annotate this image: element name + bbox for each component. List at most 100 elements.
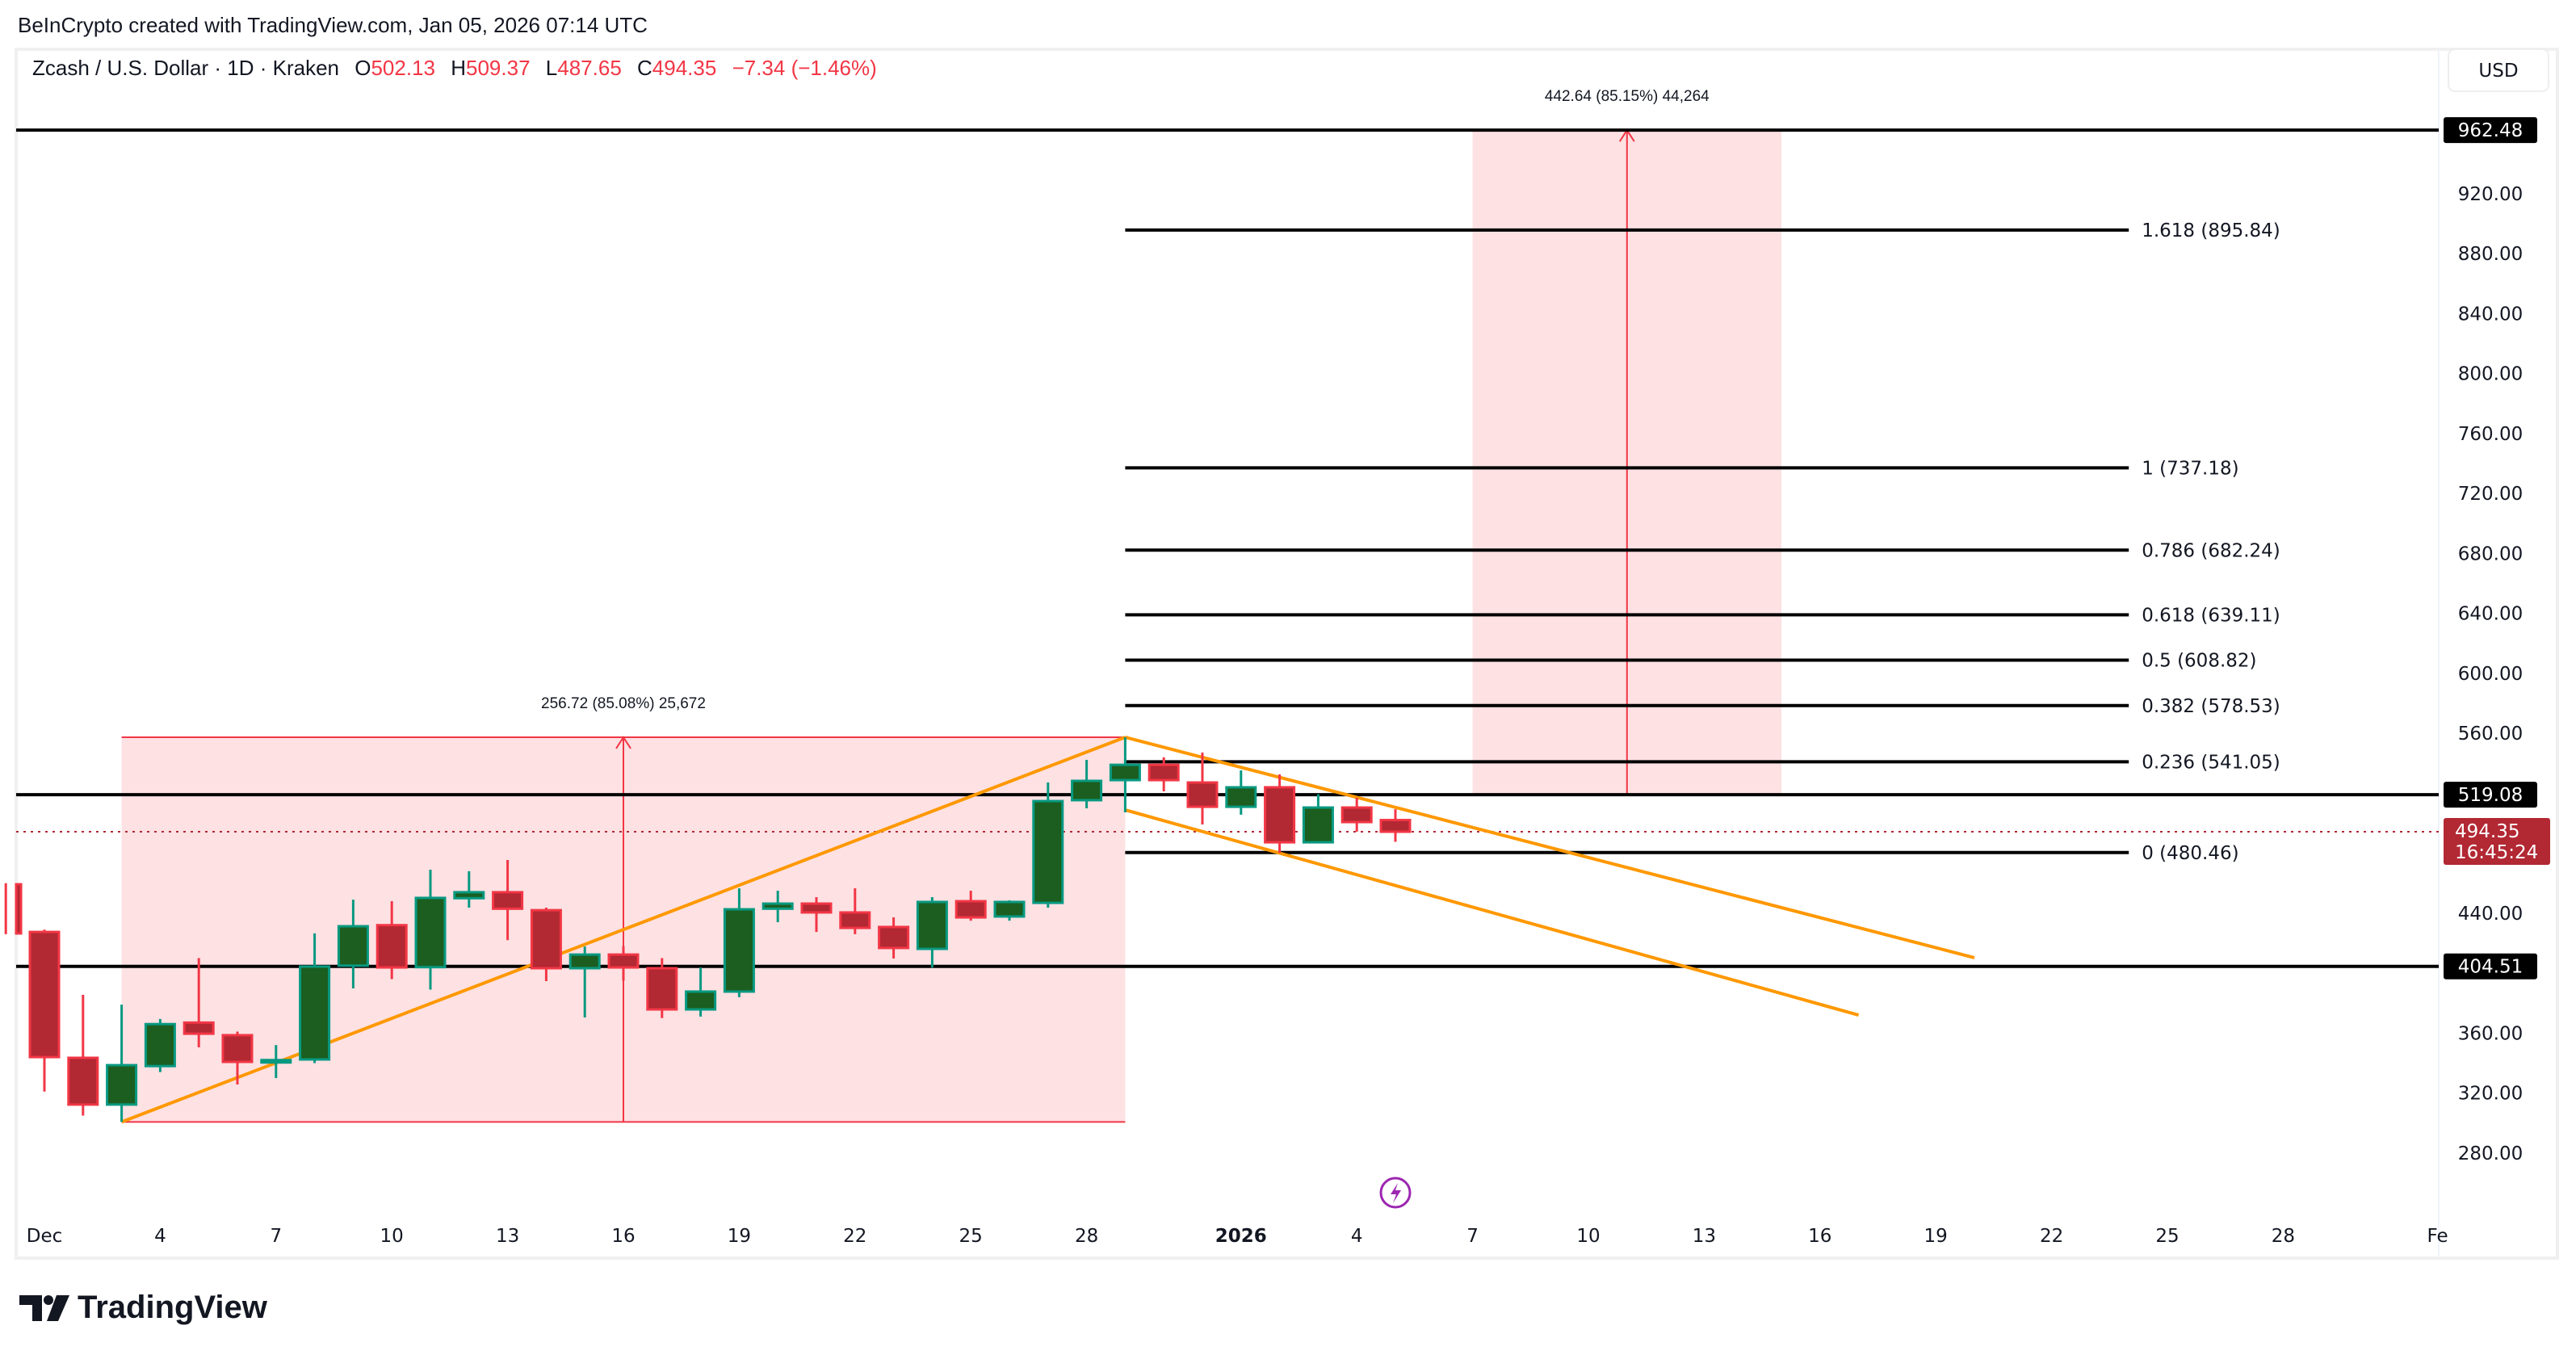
candle-body xyxy=(1340,806,1373,824)
date-tick-label: Dec xyxy=(27,1226,63,1247)
date-tick-label: 16 xyxy=(611,1226,635,1247)
currency-button[interactable]: USD xyxy=(2448,48,2549,92)
candle-body xyxy=(954,900,987,919)
price-tick-label: 360.00 xyxy=(2458,1023,2523,1044)
price-tick-label: 720.00 xyxy=(2458,484,2523,505)
fib-level-label: 0 (480.46) xyxy=(2142,843,2238,864)
candle-body xyxy=(800,902,833,914)
candle-body xyxy=(646,967,678,1011)
price-range-arrowhead xyxy=(615,736,631,749)
candle-body xyxy=(299,965,331,1061)
trendline-layer xyxy=(120,736,1975,1124)
date-tick-label: 25 xyxy=(2155,1226,2179,1247)
trendline xyxy=(1124,808,1860,1017)
date-tick-label: 16 xyxy=(1808,1226,1831,1247)
price-tick-label: 600.00 xyxy=(2458,664,2523,685)
symbol-legend[interactable]: Zcash / U.S. Dollar · 1D · Kraken O502.1… xyxy=(32,56,877,80)
date-tick-label: 22 xyxy=(843,1226,866,1247)
fib-level-label: 1 (737.18) xyxy=(2142,458,2238,479)
date-tick-label: 28 xyxy=(1075,1226,1098,1247)
candle-body xyxy=(67,1056,99,1106)
fib-level-label: 0.786 (682.24) xyxy=(2142,540,2280,561)
date-tick-label: Fe xyxy=(2427,1226,2448,1247)
price-tick-label: 440.00 xyxy=(2458,904,2523,925)
candle-body xyxy=(414,896,447,969)
high-value: 509.37 xyxy=(466,56,531,80)
price-tick-label: 280.00 xyxy=(2458,1143,2523,1164)
price-level-tag xyxy=(2444,117,2537,144)
candles-layer xyxy=(4,736,1412,1122)
countdown-label: 16:45:24 xyxy=(2455,842,2538,863)
candle-body xyxy=(221,1034,254,1063)
price-range-label: 442.64 (85.15%) 44,264 xyxy=(1545,88,1710,105)
price-tick-label: 880.00 xyxy=(2458,244,2523,265)
candle-body xyxy=(993,900,1026,918)
tradingview-logo-text: TradingView xyxy=(78,1290,268,1325)
price-tick-label: 760.00 xyxy=(2458,424,2523,445)
date-tick-label: 4 xyxy=(154,1226,166,1247)
candle-body xyxy=(337,925,369,967)
date-tick-label: 19 xyxy=(728,1226,751,1247)
price-level-label: 519.08 xyxy=(2458,785,2523,806)
fib-layer: 1.618 (895.84) 1 (737.18) 0.786 (682.24) 0.… xyxy=(1125,220,2280,864)
trendline xyxy=(1124,736,1975,959)
candle-body xyxy=(1071,779,1103,802)
candle-body xyxy=(453,891,485,900)
price-tick-label: 920.00 xyxy=(2458,184,2523,205)
candle-body xyxy=(723,908,755,993)
fib-level-label: 0.382 (578.53) xyxy=(2142,696,2280,717)
candle-body xyxy=(375,924,408,969)
tradingview-logo[interactable]: TradingView xyxy=(19,1290,268,1325)
date-tick-label: 2026 xyxy=(1215,1226,1267,1247)
date-tick-label: 10 xyxy=(1576,1226,1600,1247)
price-level-tag xyxy=(2444,953,2537,980)
last-price-label: 494.35 xyxy=(2455,821,2519,842)
candle-body xyxy=(260,1059,292,1064)
candle-body xyxy=(1379,819,1412,833)
fib-level-label: 0.236 (541.05) xyxy=(2142,752,2280,773)
candle-body xyxy=(144,1022,176,1068)
candle-body xyxy=(1147,763,1180,782)
candle-body xyxy=(839,911,871,929)
candle-body xyxy=(878,925,910,950)
last-price-tag xyxy=(2444,818,2550,866)
price-level-label: 962.48 xyxy=(2458,120,2523,141)
close-value: 494.35 xyxy=(652,56,717,80)
candle-body xyxy=(607,953,640,969)
price-tick-label: 680.00 xyxy=(2458,543,2523,564)
candle-body xyxy=(530,908,562,970)
fib-level-label: 1.618 (895.84) xyxy=(2142,220,2280,241)
date-tick-label: 7 xyxy=(270,1226,282,1247)
price-tick-label: 800.00 xyxy=(2458,364,2523,385)
candle-body xyxy=(1032,799,1064,904)
price-level-tag xyxy=(2444,782,2537,808)
low-value: 487.65 xyxy=(557,56,622,80)
price-level-label: 404.51 xyxy=(2458,957,2523,978)
candle-body xyxy=(685,990,717,1011)
candle-body xyxy=(1186,781,1219,808)
date-tick-label: 7 xyxy=(1466,1226,1479,1247)
tradingview-logo-icon xyxy=(19,1295,69,1321)
change-value: −7.34 (−1.46%) xyxy=(732,56,877,80)
candle-body xyxy=(492,891,524,910)
attribution-text: BeInCrypto created with TradingView.com,… xyxy=(18,13,648,37)
currency-label: USD xyxy=(2478,61,2518,82)
price-tick-label: 640.00 xyxy=(2458,604,2523,625)
time-axis[interactable]: Dec 4 7 10 13 16 19 22 25 28 2026 4 7 10 13 16 19 22 25 28 F… xyxy=(27,1177,2448,1247)
date-tick-label: 25 xyxy=(959,1226,983,1247)
price-tick-label: 840.00 xyxy=(2458,304,2523,325)
candle-body xyxy=(1225,786,1257,808)
date-tick-label: 4 xyxy=(1351,1226,1363,1247)
lightning-bolt-glyph xyxy=(1391,1183,1401,1203)
date-tick-label: 13 xyxy=(496,1226,519,1247)
candle-body xyxy=(916,900,948,950)
fib-level-label: 0.5 (608.82) xyxy=(2142,651,2256,672)
price-tick-label: 320.00 xyxy=(2458,1084,2523,1105)
trendline xyxy=(120,736,1126,1124)
open-value: 502.13 xyxy=(371,56,435,80)
fib-level-label: 0.618 (639.11) xyxy=(2142,605,2280,626)
date-tick-label: 22 xyxy=(2040,1226,2063,1247)
candle-body xyxy=(15,883,23,935)
